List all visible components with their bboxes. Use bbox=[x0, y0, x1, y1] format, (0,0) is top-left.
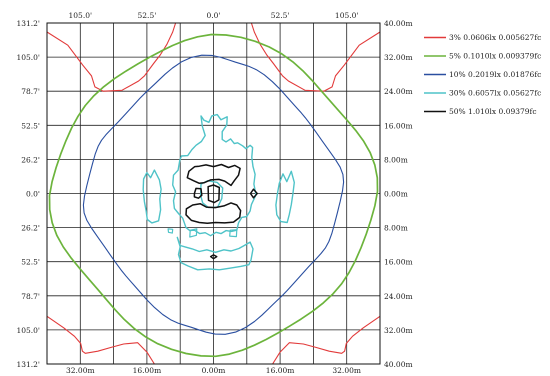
bottom-tick-label: 32.00m bbox=[66, 366, 95, 375]
right-tick-label: 32.00m bbox=[384, 326, 413, 335]
bottom-tick-label: 0.00m bbox=[202, 366, 226, 375]
right-tick-label: 0.00m bbox=[384, 190, 408, 199]
right-tick-label: 16.00m bbox=[384, 258, 413, 267]
contour-30-bottom bbox=[176, 236, 254, 271]
grid-lines bbox=[47, 23, 380, 364]
bottom-tick-label: 16.00m bbox=[266, 366, 295, 375]
legend-entry-label: 30% 0.6057lx 0.05627fc bbox=[449, 89, 541, 98]
right-tick-label: 16.00m bbox=[384, 121, 413, 130]
contour-30-blob-a bbox=[189, 228, 198, 238]
contour-30-right-lobe bbox=[275, 170, 295, 224]
plot-frame bbox=[46, 22, 381, 365]
contour-50-right-ring bbox=[249, 188, 258, 199]
left-tick-label: 131.2' bbox=[16, 360, 40, 369]
contour-50-center-ring bbox=[207, 184, 221, 204]
top-tick-label: 52.5' bbox=[138, 11, 157, 20]
top-tick-label: 105.0' bbox=[69, 11, 93, 20]
left-tick-label: 105.0' bbox=[16, 53, 40, 62]
right-tick-label: 24.00m bbox=[384, 292, 413, 301]
contour-3-bottom-left bbox=[46, 315, 155, 365]
right-tick-label: 24.00m bbox=[384, 87, 413, 96]
contour-30-blob-c bbox=[167, 228, 174, 234]
left-tick-label: 52.5' bbox=[21, 121, 40, 130]
left-tick-label: 0.0' bbox=[26, 190, 40, 199]
left-tick-label: 26.2' bbox=[21, 224, 40, 233]
contour-3-top-left bbox=[46, 22, 177, 92]
contour-3-bottom-right bbox=[272, 315, 381, 365]
right-tick-label: 8.00m bbox=[384, 224, 408, 233]
left-tick-label: 52.5' bbox=[21, 258, 40, 267]
contour-50-left-ring bbox=[193, 187, 203, 199]
contour-3-top-right bbox=[250, 22, 381, 92]
left-tick-label: 78.7' bbox=[21, 292, 40, 301]
left-tick-label: 26.2' bbox=[21, 155, 40, 164]
legend-entry-label: 50% 1.010lx 0.09379fc bbox=[449, 107, 537, 116]
right-tick-label: 8.00m bbox=[384, 155, 408, 164]
bottom-tick-label: 32.00m bbox=[332, 366, 361, 375]
contour-5-ring bbox=[48, 33, 379, 358]
top-tick-label: 52.5' bbox=[271, 11, 290, 20]
legend-entry-label: 10% 0.2019lx 0.01876fc bbox=[449, 70, 541, 79]
legend-entry-label: 5% 0.1010lx 0.009379fc bbox=[449, 52, 541, 61]
axis-ticks: 105.0' 52.5' 0.0' 52.5' 105.0' 32.00m 16.00m 0.… bbox=[16, 11, 412, 375]
bottom-tick-label: 16.00m bbox=[133, 366, 162, 375]
contour-30-left-lobe bbox=[142, 169, 162, 224]
contour-50-tiny-mark bbox=[209, 254, 218, 260]
contour-50-upper bbox=[186, 163, 241, 187]
legend: 3% 0.0606lx 0.005627fc 5% 0.1010lx 0.0093… bbox=[424, 33, 541, 116]
contour-lines bbox=[46, 22, 381, 365]
left-tick-label: 78.7' bbox=[21, 87, 40, 96]
legend-entry-label: 3% 0.0606lx 0.005627fc bbox=[449, 33, 541, 42]
right-tick-label: 40.00m bbox=[384, 360, 413, 369]
contour-50-lower bbox=[185, 202, 242, 225]
right-tick-label: 40.00m bbox=[384, 19, 413, 28]
contour-10-ring bbox=[82, 54, 345, 335]
contour-30-main bbox=[172, 113, 257, 237]
contour-30-blob-b bbox=[229, 229, 238, 238]
left-tick-label: 105.0' bbox=[16, 326, 40, 335]
top-tick-label: 105.0' bbox=[335, 11, 359, 20]
contour-30-center bbox=[199, 180, 224, 209]
top-tick-label: 0.0' bbox=[207, 11, 221, 20]
left-tick-label: 131.2' bbox=[16, 19, 40, 28]
right-tick-label: 32.00m bbox=[384, 53, 413, 62]
